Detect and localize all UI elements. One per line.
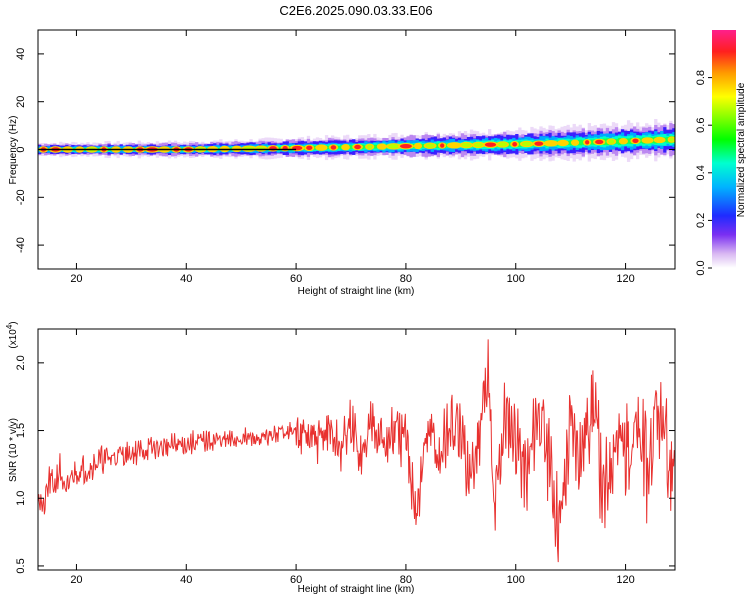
spectrogram-hotspot	[378, 144, 385, 149]
spectrogram-x-tick-label: 100	[507, 273, 525, 285]
spectrogram-hotspot	[498, 142, 508, 147]
spectrogram-hotspot	[585, 140, 590, 145]
spectrogram-x-tick-label: 120	[616, 273, 634, 285]
spectrogram-hotspot	[354, 144, 361, 150]
snr-scale-prefix: (x10	[8, 329, 19, 349]
spectrogram-cell	[373, 144, 377, 149]
spectrogram-hotspot	[595, 139, 604, 145]
snr-x-label: Height of straight line (km)	[298, 584, 415, 595]
spectrogram-hotspot	[484, 142, 497, 147]
snr-x-tick-label: 20	[70, 574, 82, 586]
spectrogram-hotspot	[440, 143, 445, 148]
spectrogram-cell	[312, 145, 317, 150]
spectrogram-heatmap	[38, 119, 675, 162]
spectrogram-hotspot	[367, 144, 373, 149]
spectrogram-hotspot	[448, 143, 460, 148]
snr-x-tick-label: 100	[507, 574, 525, 586]
spectrogram-hotspot	[545, 141, 557, 146]
spectrogram-hotspot	[620, 139, 626, 144]
spectrogram-hotspot	[632, 138, 639, 144]
svg-text:(x104): (x104)	[5, 321, 19, 348]
snr-plot-area	[38, 339, 675, 563]
snr-x-tick-label: 80	[400, 574, 412, 586]
spectrogram-hotspot	[343, 145, 348, 150]
spectrogram-cell	[590, 139, 595, 145]
colorbar-tick-label: 0.2	[695, 213, 707, 228]
snr-y-ticks: 0.5 1.0 1.5 2.0	[15, 355, 675, 574]
spectrogram-x-tick-label: 80	[400, 273, 412, 285]
spectrogram-x-label: Height of straight line (km)	[298, 286, 415, 297]
spectrogram-cell	[626, 138, 631, 144]
colorbar-tick-label: 0.6	[695, 118, 707, 133]
spectrogram-x-tick-label: 60	[290, 273, 302, 285]
snr-series-line	[38, 339, 675, 563]
spectrogram-hotspot	[473, 142, 483, 148]
snr-y-tick-label: 1.0	[15, 491, 27, 506]
colorbar-tick-label: 0.0	[695, 260, 707, 275]
colorbar-tick-label: 0.8	[695, 70, 707, 85]
spectrogram-y-tick-label: 40	[15, 48, 27, 60]
spectrogram-y-tick-label: 0	[15, 146, 27, 152]
spectrogram-cell	[518, 141, 522, 148]
colorbar-ticks: 0.0 0.2 0.4 0.6 0.8	[695, 70, 712, 276]
colorbar: 0.0 0.2 0.4 0.6 0.8 Normalized spectral ampl…	[695, 30, 747, 276]
spectrogram-y-tick-label: -20	[15, 189, 27, 205]
snr-x-ticks: 20 40 60 80 100 120	[70, 329, 635, 586]
spectrogram-x-ticks: 20 40 60 80 100 120	[70, 30, 635, 285]
spectrogram-cell	[614, 139, 619, 144]
snr-x-tick-label: 40	[180, 574, 192, 586]
snr-y-tick-label: 1.5	[15, 423, 27, 438]
spectrogram-hotspot	[572, 140, 578, 145]
colorbar-label: Normalized spectral amplitude	[736, 82, 747, 217]
spectrogram-hotspot	[512, 142, 518, 147]
spectrogram-hotspot	[330, 145, 337, 150]
spectrogram-cell	[337, 146, 341, 149]
spectrogram-y-label: Frequency (Hz)	[8, 116, 19, 185]
spectrogram-hotspot	[534, 141, 544, 146]
colorbar-tick-label: 0.4	[695, 165, 707, 180]
spectrogram-hotspot	[317, 145, 326, 150]
spectrogram-hotspot	[669, 137, 674, 142]
spectrogram-y-tick-label: -40	[15, 237, 27, 253]
spectrogram-hotspot	[243, 146, 255, 151]
spectrogram-hotspot	[643, 138, 652, 143]
spectrogram-cell	[349, 145, 353, 150]
spectrogram-hotspot	[399, 143, 412, 149]
colorbar-gradient	[712, 30, 736, 268]
spectrogram-hotspot	[415, 143, 421, 149]
spectrogram-hotspot	[461, 142, 472, 148]
spectrogram-x-tick-label: 20	[70, 273, 82, 285]
spectrogram-hotspot	[425, 143, 435, 148]
spectrogram-panel: 20 40 60 80 100 120 -40 -20 0 20 40 Height of str…	[8, 29, 676, 297]
spectrogram-hotspot	[655, 137, 664, 143]
snr-x-tick-label: 60	[290, 574, 302, 586]
snr-y-tick-label: 2.0	[15, 355, 27, 370]
spectrogram-hotspot	[306, 145, 313, 151]
snr-x-tick-label: 120	[616, 574, 634, 586]
snr-y-tick-label: 0.5	[15, 558, 27, 573]
snr-frame	[37, 328, 676, 571]
snr-panel: 20 40 60 80 100 120 0.5 1.0 1.5 2.0 Height of st…	[5, 321, 676, 595]
spectrogram-x-tick-label: 40	[180, 273, 192, 285]
spectrogram-y-ticks: -40 -20 0 20 40	[15, 48, 675, 253]
chart-title: C2E6.2025.090.03.33.E06	[279, 3, 432, 18]
spectrogram-hotspot	[388, 144, 400, 149]
spectrogram-cell	[578, 139, 582, 146]
snr-y-label: SNR (10 * v/v)	[8, 418, 19, 482]
spectrogram-cell	[639, 138, 643, 144]
spectrogram-hotspot	[559, 140, 567, 146]
snr-scale-exponent: 4	[5, 324, 14, 329]
spectrogram-cell	[421, 144, 425, 148]
snr-scale-label: (x104)	[5, 321, 19, 348]
spectrogram-hotspot	[608, 139, 615, 144]
spectrogram-y-tick-label: 20	[15, 96, 27, 108]
spectrogram-hotspot	[521, 141, 532, 147]
